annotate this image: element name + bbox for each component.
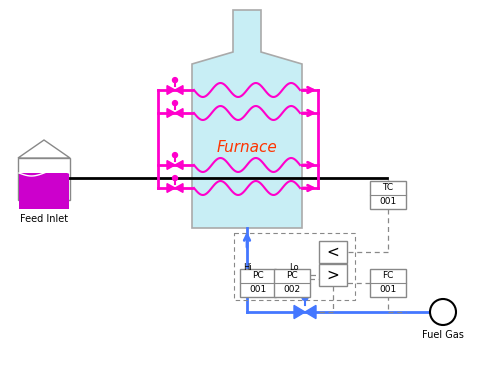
Polygon shape	[167, 109, 175, 117]
Polygon shape	[18, 140, 70, 158]
Polygon shape	[294, 305, 305, 318]
Polygon shape	[175, 184, 183, 193]
Bar	[274, 269, 310, 297]
Polygon shape	[175, 109, 183, 117]
Text: PC: PC	[252, 272, 264, 280]
Circle shape	[173, 101, 177, 106]
Circle shape	[430, 299, 456, 325]
Text: Hi: Hi	[243, 262, 252, 272]
Bar	[18, 158, 70, 200]
Text: Lo: Lo	[289, 262, 299, 272]
Text: FC: FC	[382, 272, 394, 280]
Bar	[240, 269, 276, 297]
Text: <: <	[326, 244, 339, 259]
Polygon shape	[305, 305, 316, 318]
Polygon shape	[192, 10, 302, 228]
Text: Furnace: Furnace	[217, 141, 277, 156]
Text: TC: TC	[382, 183, 393, 193]
Text: 001: 001	[380, 285, 397, 295]
Polygon shape	[175, 86, 183, 94]
Text: >: >	[326, 268, 339, 283]
Text: Fuel Gas: Fuel Gas	[422, 330, 464, 340]
Bar	[319, 264, 347, 286]
Circle shape	[173, 176, 177, 180]
Text: 001: 001	[380, 198, 397, 206]
Text: 002: 002	[283, 285, 301, 295]
Polygon shape	[167, 86, 175, 94]
Polygon shape	[175, 161, 183, 169]
Bar	[319, 241, 347, 263]
Bar	[19, 173, 69, 209]
Text: Feed Inlet: Feed Inlet	[20, 214, 68, 224]
Circle shape	[173, 78, 177, 83]
Polygon shape	[167, 184, 175, 193]
Circle shape	[302, 294, 308, 300]
Bar	[370, 181, 406, 209]
Text: 001: 001	[250, 285, 267, 295]
Bar	[370, 269, 406, 297]
Text: PC: PC	[286, 272, 298, 280]
Circle shape	[173, 153, 177, 158]
Polygon shape	[167, 161, 175, 169]
